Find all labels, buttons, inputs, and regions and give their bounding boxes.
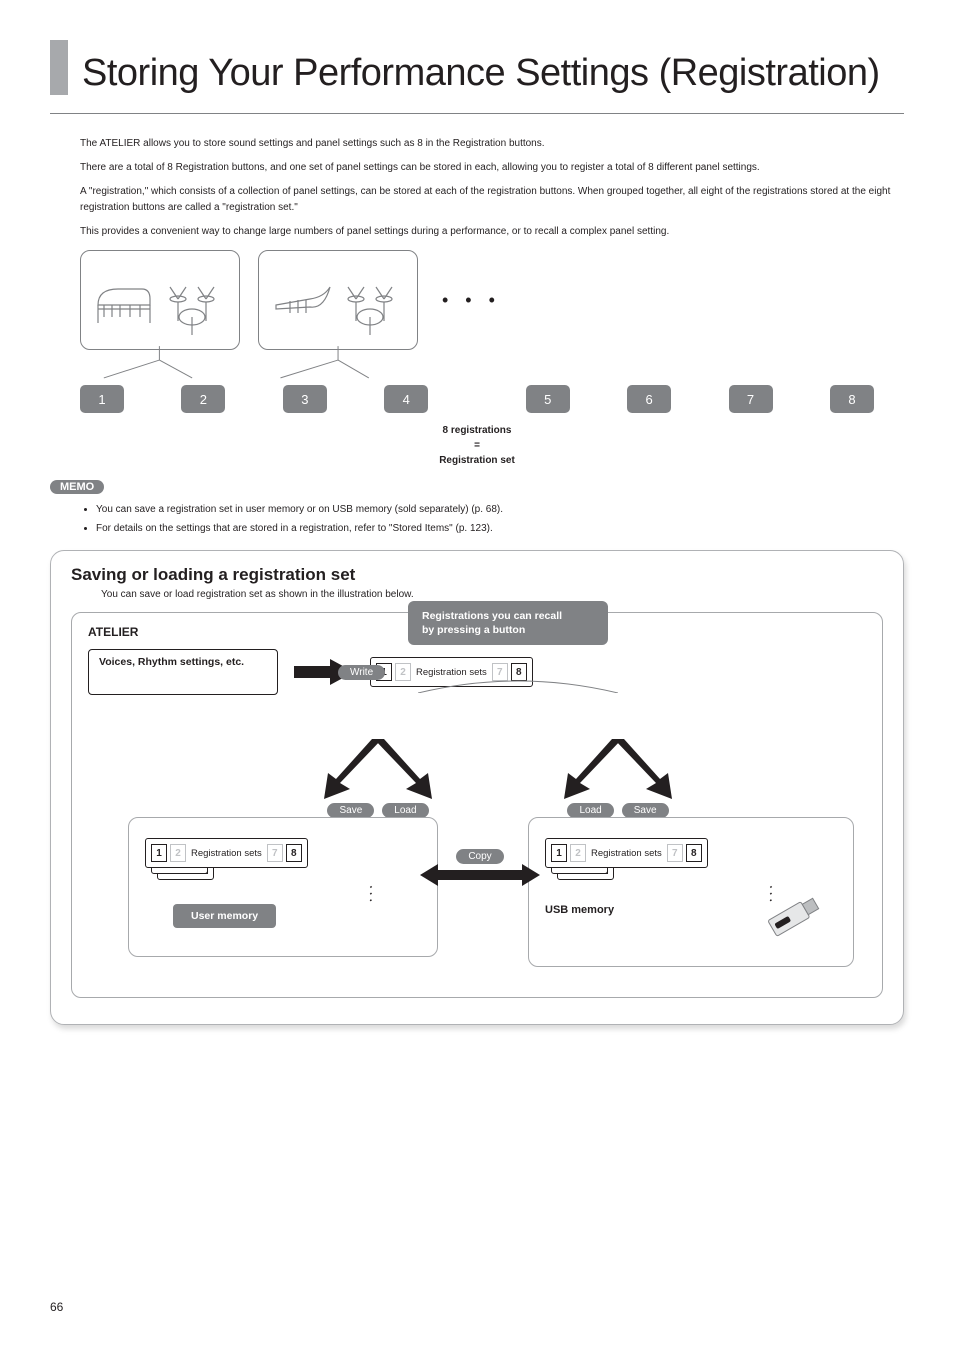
usb-num-7: 7 [667,844,683,862]
page-number: 66 [50,1300,63,1314]
page-title-bar: Storing Your Performance Settings (Regis… [50,40,904,95]
user-regset-label: Registration sets [191,848,262,859]
double-arrow-icon [420,864,540,886]
user-memory-label: User memory [173,904,276,928]
save-pill-right: Save [622,803,669,818]
user-num-7: 7 [267,844,283,862]
reg-button-1[interactable]: 1 [80,385,124,413]
write-pill: Write [338,665,385,680]
user-stacked-dots: ⋱ [360,883,382,905]
trumpet-drum-icon [268,265,408,335]
recall-column: Registrations you can recall by pressing… [408,601,608,645]
usb-card-1: 1 2 Registration sets 7 8 [545,838,708,868]
reg-button-6[interactable]: 6 [627,385,671,413]
memo-list: You can save a registration set in user … [96,500,904,538]
usb-stick-icon [759,889,829,944]
load-pill-left: Load [382,803,428,818]
usb-num-last: 8 [686,844,702,862]
intro-p4: This provides a convenient way to change… [80,224,904,240]
copy-pill: Copy [456,849,503,864]
caption-l1: 8 registrations [443,425,512,436]
registration-diagram: • • • 1 2 3 4 5 6 7 8 8 registrations = … [80,250,874,468]
sound-boxes-row: • • • [80,250,874,350]
saveload-left: Save Load [318,739,438,818]
piano-drum-icon [90,265,230,335]
reg-button-8[interactable]: 8 [830,385,874,413]
title-accent [50,40,68,95]
saveload-pills-left: Save Load [327,803,428,818]
intro-p3: A "registration," which consists of a co… [80,184,904,216]
intro-p1: The ATELIER allows you to store sound se… [80,136,904,152]
atelier-frame: ATELIER Voices, Rhythm settings, etc. 1 … [71,612,883,998]
section-heading: Saving or loading a registration set [71,565,883,585]
vee-arrows-right-icon [558,739,678,803]
memo-item-1: You can save a registration set in user … [96,500,904,519]
user-num-first: 1 [151,844,167,862]
caption-l2: = [474,440,480,451]
recall-l2: by pressing a button [422,624,525,636]
reg-button-7[interactable]: 7 [729,385,773,413]
reg-button-4[interactable]: 4 [384,385,428,413]
saveload-right: Load Save [558,739,678,818]
usb-memory-frame: 1 2 Registration sets 7 8 ⋱ USB memory [528,817,854,967]
usb-stacked-cards: 1 2 Registration sets 7 8 ⋱ [545,838,760,886]
reg-button-5[interactable]: 5 [526,385,570,413]
memo-item-2: For details on the settings that are sto… [96,519,904,538]
caption-l3: Registration set [439,455,515,466]
title-underline [50,113,904,114]
section-sub: You can save or load registration set as… [101,589,883,600]
reg-button-2[interactable]: 2 [181,385,225,413]
user-num-last: 8 [286,844,302,862]
registration-caption: 8 registrations = Registration set [80,423,874,468]
regset-num-2: 2 [395,663,411,681]
voices-box: Voices, Rhythm settings, etc. [88,649,278,695]
brace-down-icon [418,679,618,693]
sound-box-1 [80,250,240,350]
user-card-1: 1 2 Registration sets 7 8 [145,838,308,868]
copy-arrow-group: Copy [420,849,540,886]
recall-l1: Registrations you can recall [422,610,562,622]
flow-area: Registrations you can recall by pressing… [88,709,866,979]
intro-p2: There are a total of 8 Registration butt… [80,160,904,176]
usb-regset-label: Registration sets [591,848,662,859]
memo-badge: MEMO [50,480,104,494]
saving-loading-section: Saving or loading a registration set You… [50,550,904,1025]
save-pill-left: Save [327,803,374,818]
sound-box-2 [258,250,418,350]
recall-box: Registrations you can recall by pressing… [408,601,608,645]
regset-label: Registration sets [416,667,487,678]
saveload-pills-right: Load Save [567,803,668,818]
user-memory-frame: 1 2 Registration sets 7 8 ⋱ User memory [128,817,438,957]
page-title: Storing Your Performance Settings (Regis… [82,52,880,95]
reg-button-3[interactable]: 3 [283,385,327,413]
registration-buttons-row: 1 2 3 4 5 6 7 8 [80,385,874,413]
ellipsis-icon: • • • [442,290,501,311]
usb-num-2: 2 [570,844,586,862]
vee-arrows-left-icon [318,739,438,803]
load-pill-right: Load [567,803,613,818]
user-num-2: 2 [170,844,186,862]
brace-lines [80,346,874,386]
user-stacked-cards: 1 2 Registration sets 7 8 ⋱ [145,838,360,886]
usb-num-first: 1 [551,844,567,862]
